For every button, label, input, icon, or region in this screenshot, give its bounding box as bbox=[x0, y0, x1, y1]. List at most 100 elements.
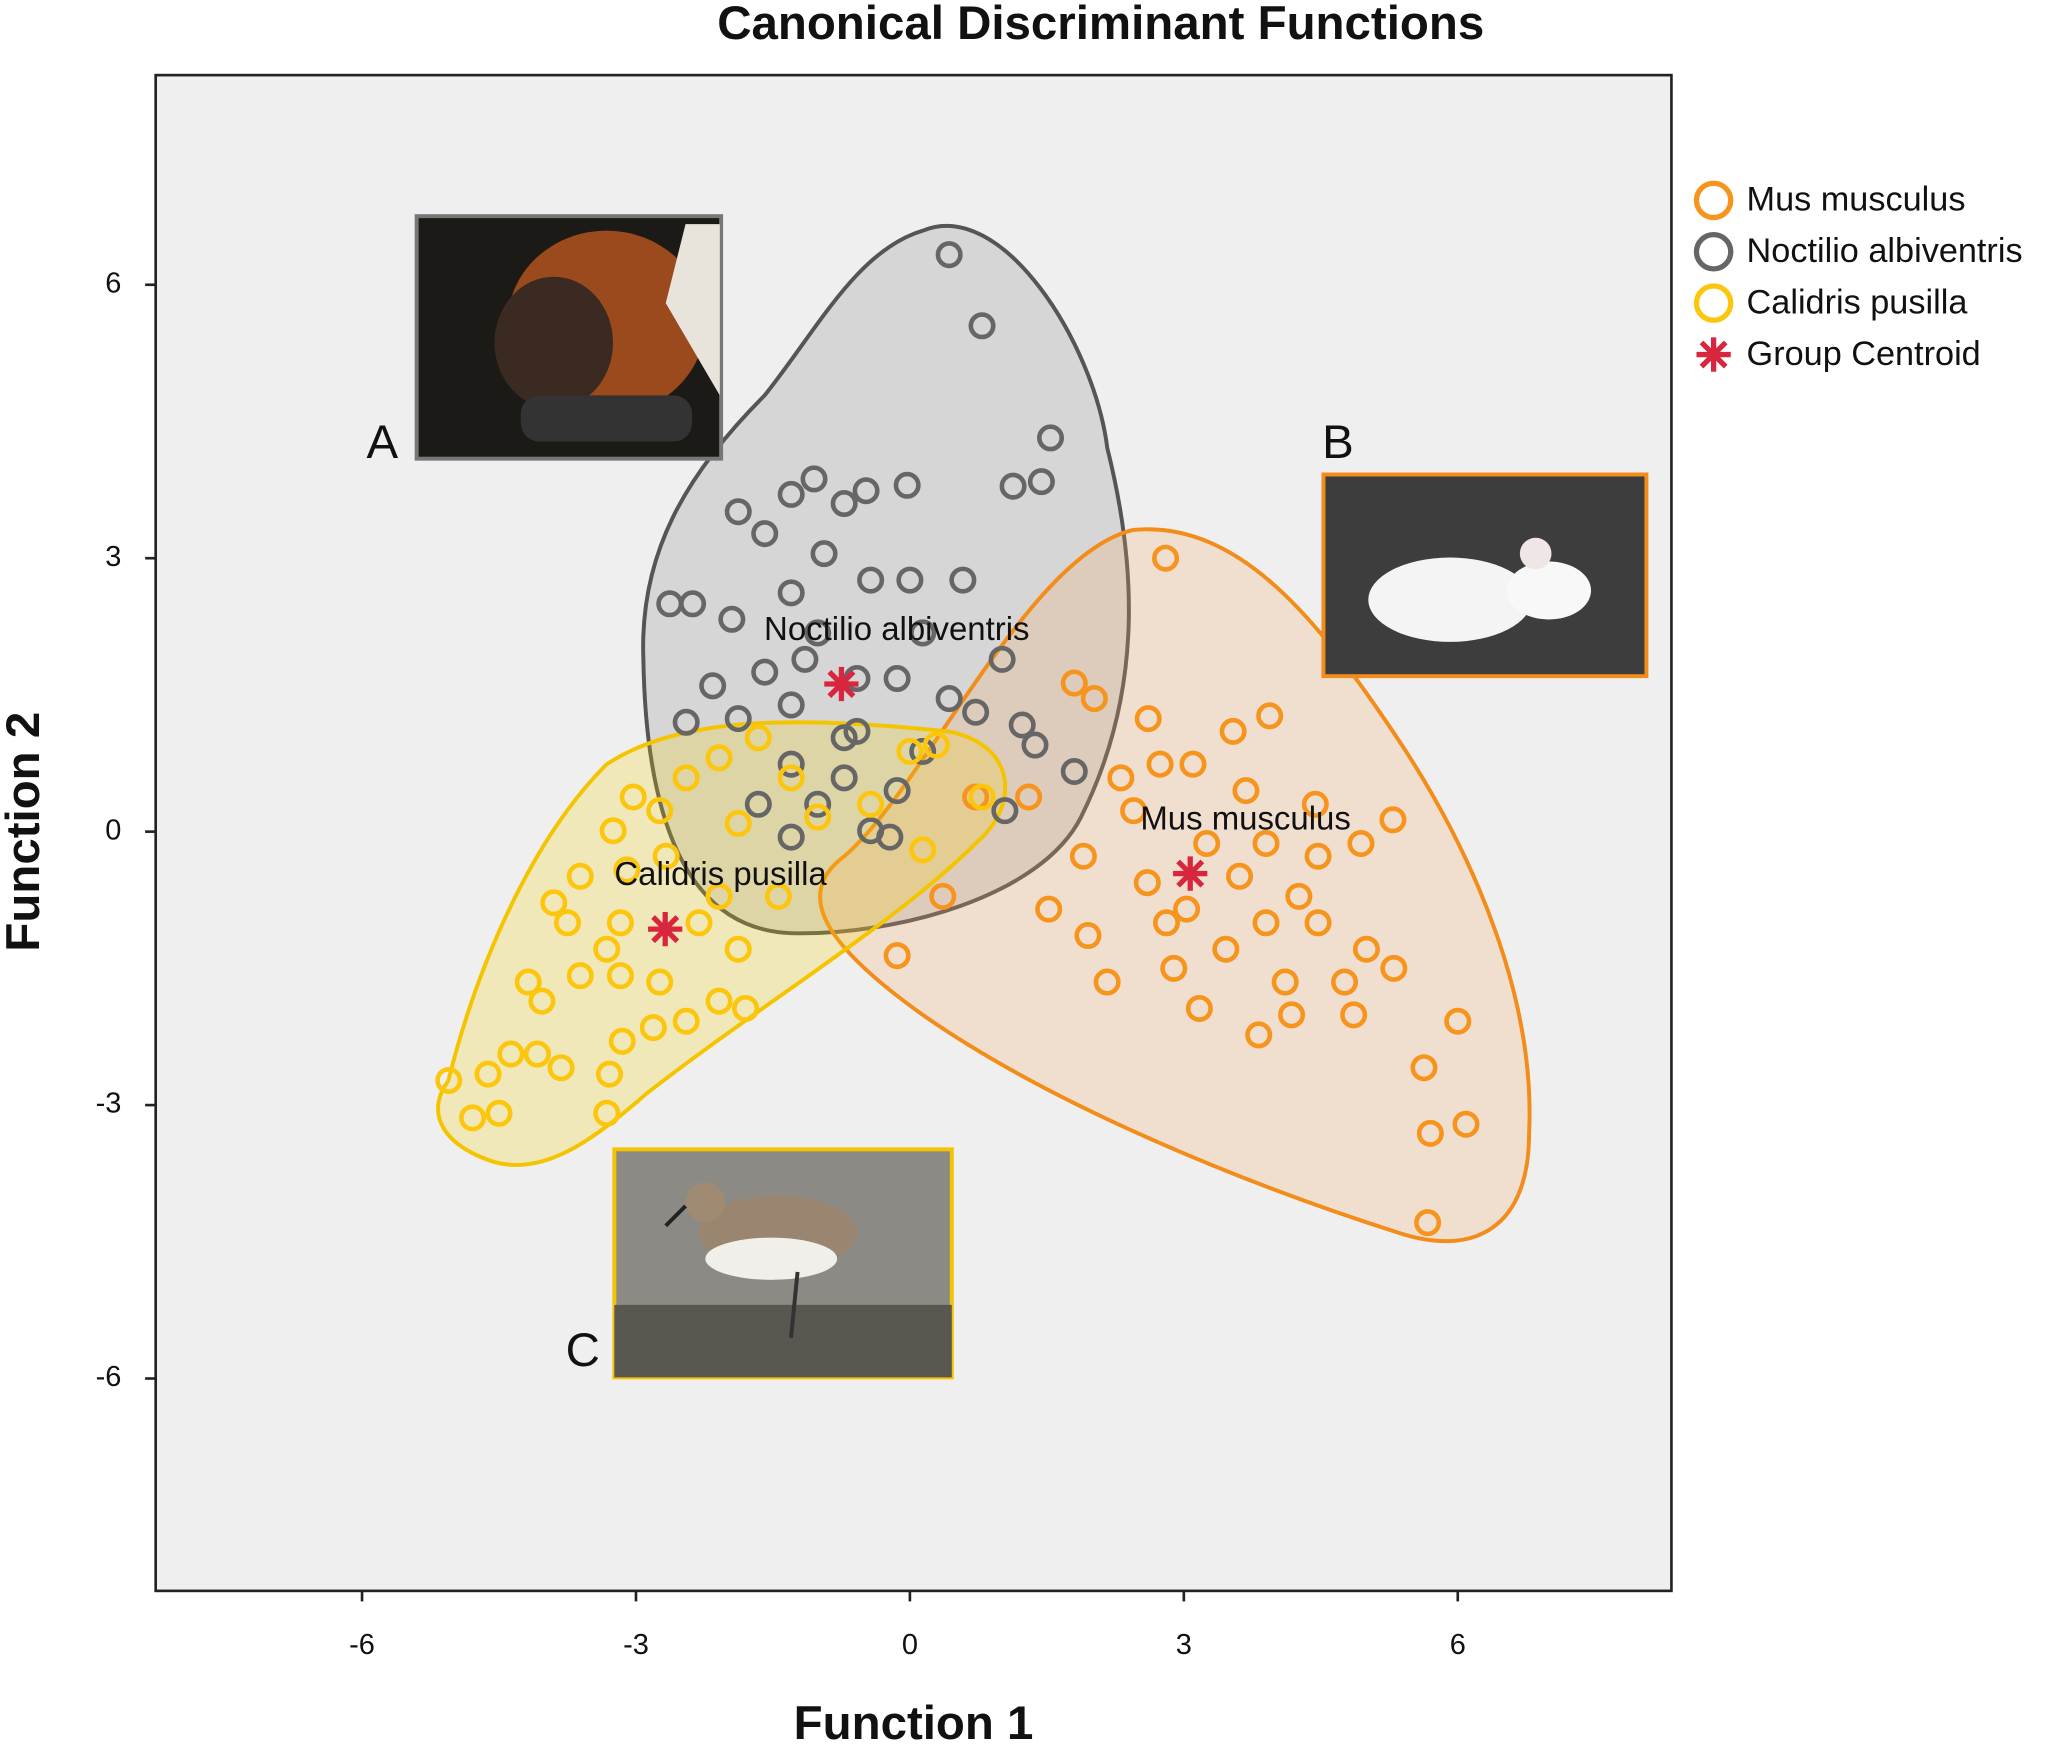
data-point bbox=[1035, 895, 1063, 923]
data-point bbox=[646, 797, 674, 825]
data-point bbox=[732, 994, 760, 1022]
centroid-marker bbox=[648, 912, 683, 947]
data-point bbox=[547, 1054, 575, 1082]
data-point bbox=[968, 312, 996, 340]
data-point bbox=[1179, 750, 1207, 778]
centroid-marker bbox=[1173, 856, 1208, 891]
data-point bbox=[962, 698, 990, 726]
data-point bbox=[724, 498, 752, 526]
data-point bbox=[652, 842, 680, 870]
data-point bbox=[685, 909, 713, 937]
data-point bbox=[1416, 1119, 1444, 1147]
data-point bbox=[744, 790, 772, 818]
data-point bbox=[606, 962, 634, 990]
x-axis-label: Function 1 bbox=[794, 1697, 1034, 1750]
centroid-marker bbox=[824, 666, 859, 702]
data-point bbox=[896, 737, 924, 765]
x-tick-label: -3 bbox=[623, 1629, 649, 1661]
data-point bbox=[883, 942, 911, 970]
data-point bbox=[830, 490, 858, 518]
data-point bbox=[777, 764, 805, 792]
data-point bbox=[935, 241, 963, 269]
data-point bbox=[699, 672, 727, 700]
data-point bbox=[705, 882, 733, 910]
data-point bbox=[922, 731, 950, 759]
data-point bbox=[929, 882, 957, 910]
data-point bbox=[764, 882, 792, 910]
data-point bbox=[896, 566, 924, 594]
data-point bbox=[639, 1014, 667, 1042]
legend-label: Noctilio albiventris bbox=[1747, 232, 2023, 270]
data-point bbox=[553, 909, 582, 937]
data-point bbox=[1074, 922, 1102, 950]
data-point bbox=[804, 790, 832, 818]
x-tick-label: 6 bbox=[1450, 1629, 1466, 1661]
data-point bbox=[909, 619, 937, 647]
data-point bbox=[1301, 790, 1329, 818]
data-point bbox=[988, 645, 1016, 673]
data-point bbox=[1352, 935, 1380, 963]
data-point bbox=[593, 935, 621, 963]
data-point bbox=[810, 540, 838, 568]
data-point bbox=[804, 619, 832, 647]
photo-bird bbox=[612, 1147, 954, 1380]
chart-title: Canonical Discriminant Functions bbox=[717, 0, 1484, 50]
data-point bbox=[1152, 544, 1180, 572]
data-point bbox=[474, 1060, 502, 1088]
data-point bbox=[1410, 1054, 1438, 1082]
marks bbox=[435, 241, 1480, 1237]
data-point bbox=[705, 744, 733, 772]
x-tick-label: -6 bbox=[349, 1629, 375, 1661]
data-point bbox=[1060, 757, 1088, 785]
data-point bbox=[893, 471, 921, 499]
data-point bbox=[777, 691, 805, 719]
data-point bbox=[566, 862, 594, 890]
centroid-label: Calidris pusilla bbox=[614, 855, 827, 892]
data-point bbox=[777, 579, 805, 607]
data-point bbox=[485, 1099, 513, 1127]
data-point bbox=[1120, 797, 1148, 825]
data-point bbox=[1444, 1007, 1472, 1035]
legend-marker bbox=[1693, 180, 1734, 221]
data-point bbox=[595, 1060, 624, 1088]
y-tick-label: 6 bbox=[105, 267, 121, 299]
hull-mus bbox=[818, 527, 1532, 1243]
y-tick-label: 0 bbox=[105, 814, 121, 846]
data-point bbox=[672, 764, 700, 792]
data-point bbox=[1152, 909, 1180, 937]
data-point bbox=[1134, 705, 1162, 733]
photo-bat bbox=[414, 214, 724, 461]
data-point bbox=[968, 783, 996, 811]
data-point bbox=[606, 909, 634, 937]
data-point bbox=[777, 750, 805, 778]
data-point bbox=[876, 823, 904, 851]
data-point bbox=[608, 1027, 636, 1055]
data-point bbox=[883, 777, 911, 805]
legend-marker bbox=[1696, 337, 1731, 372]
data-point bbox=[1331, 968, 1359, 996]
data-point bbox=[1185, 994, 1213, 1022]
data-point bbox=[1021, 731, 1049, 759]
legend-label: Calidris pusilla bbox=[1747, 284, 1969, 322]
data-point bbox=[1347, 829, 1375, 857]
centroid-label: Noctilio albiventris bbox=[764, 610, 1029, 647]
data-point bbox=[909, 836, 937, 864]
data-point bbox=[1107, 764, 1135, 792]
centroid-label: Mus musculus bbox=[1140, 800, 1351, 837]
data-point bbox=[1379, 806, 1407, 834]
data-point bbox=[705, 987, 733, 1015]
legend-label: Group Centroid bbox=[1747, 335, 1981, 373]
legend-marker bbox=[1693, 231, 1734, 272]
data-point bbox=[1252, 909, 1280, 937]
image-label: B bbox=[1322, 416, 1354, 469]
data-point bbox=[1304, 909, 1332, 937]
data-point bbox=[1037, 424, 1065, 452]
image-label: A bbox=[367, 416, 399, 469]
data-point bbox=[1160, 954, 1188, 982]
data-point bbox=[1271, 968, 1299, 996]
data-point bbox=[514, 968, 542, 996]
data-point bbox=[672, 1007, 700, 1035]
data-point bbox=[949, 566, 977, 594]
